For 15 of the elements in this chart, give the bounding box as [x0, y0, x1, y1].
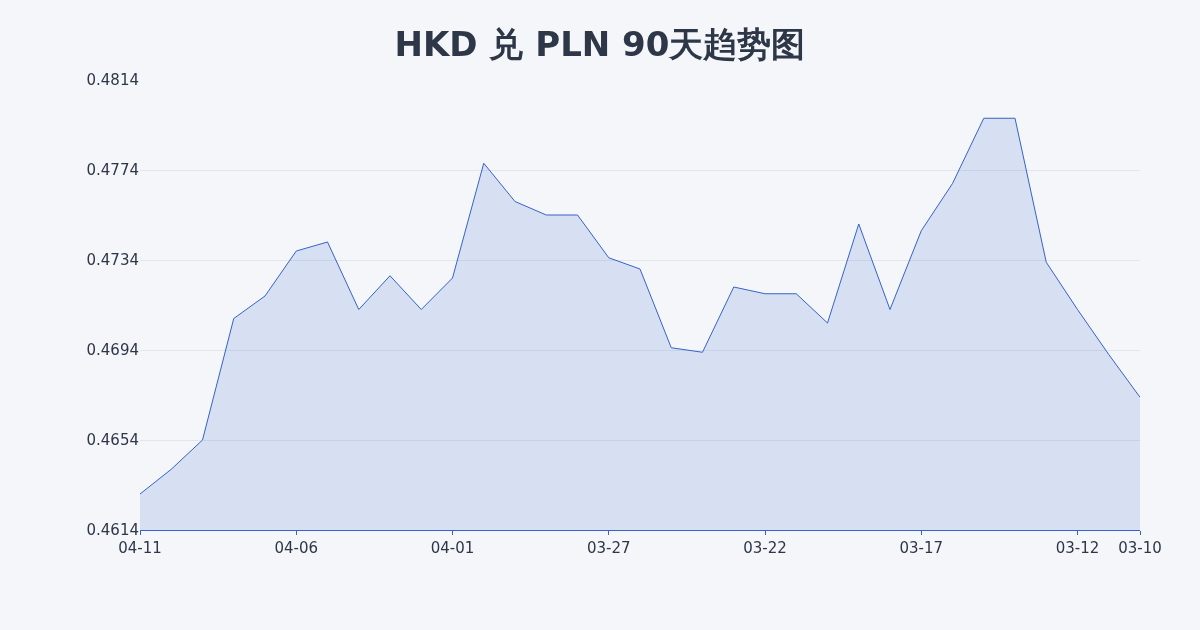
x-tick-label: 03-10	[1118, 539, 1162, 557]
x-tick-label: 04-06	[274, 539, 319, 557]
y-tick-label: 0.4774	[86, 161, 139, 180]
x-tick-label: 03-22	[743, 539, 787, 557]
x-tick-label: 03-27	[586, 539, 631, 557]
x-tick-label: 04-01	[430, 539, 475, 557]
chart-title: HKD 兑 PLN 90天趋势图	[394, 24, 806, 64]
y-tick-label: 0.4654	[86, 431, 139, 450]
y-tick-label: 0.4694	[86, 341, 139, 360]
x-tick-label: 04-11	[118, 539, 162, 557]
y-tick-label: 0.4734	[86, 251, 139, 270]
y-tick-label: 0.4614	[86, 521, 139, 540]
x-tick-label: 03-17	[899, 539, 944, 557]
y-tick-label: 0.4814	[86, 71, 139, 90]
x-tick-label: 03-12	[1055, 539, 1100, 557]
